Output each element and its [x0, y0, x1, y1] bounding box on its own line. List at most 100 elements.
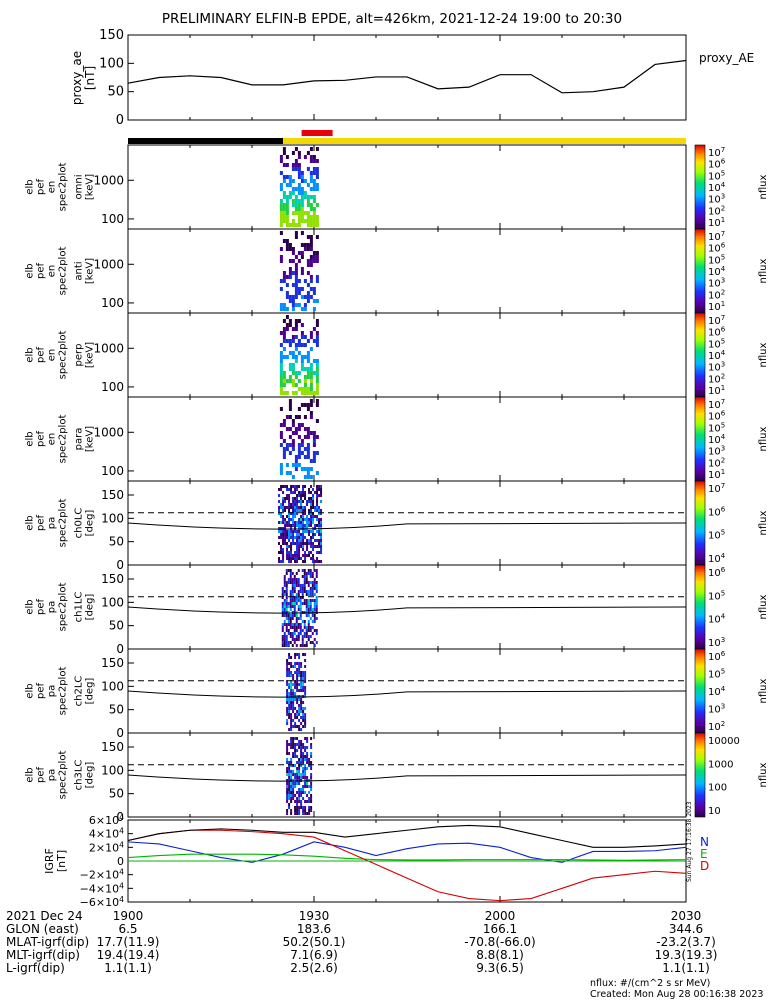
pa-cell [294, 497, 297, 500]
spec-cell [291, 447, 295, 451]
pa-cell [311, 626, 314, 629]
spec-y-tick-label: 1000 [93, 425, 124, 439]
pa-cell [298, 713, 301, 716]
pa-cell [298, 554, 301, 557]
spec-cell [282, 439, 286, 443]
pa-cell [282, 497, 285, 500]
spec-cell [288, 375, 292, 379]
pa-cell [304, 530, 307, 533]
pa-cell [283, 605, 286, 608]
spec-cell [309, 171, 313, 175]
pa-cell [298, 665, 301, 668]
pa-cell [293, 578, 296, 581]
spec-cell [288, 351, 292, 355]
spec-cell [306, 291, 310, 295]
pa-cell [290, 554, 293, 557]
pa-cell [292, 782, 295, 785]
spec-cell [315, 319, 319, 323]
ae-y-axis-label-line: [nT] [83, 66, 97, 90]
colorbar-tick-label: 101 [708, 384, 725, 397]
pa-cell [294, 794, 297, 797]
pa-cell [310, 752, 313, 755]
pa-cell [303, 623, 306, 626]
igrf-y-tick-label: −6×104 [80, 895, 124, 910]
spec-cell [291, 295, 295, 299]
colorbar-label: nflux [758, 762, 769, 787]
pa-cell [308, 809, 311, 812]
pa-cell [298, 719, 301, 722]
pa-cell [302, 530, 305, 533]
spec-cell [309, 207, 313, 211]
pa-cell [288, 704, 291, 707]
pa-cell [296, 782, 299, 785]
pa-cell [281, 593, 284, 596]
spec-cell [309, 363, 313, 367]
pa-cell [286, 530, 289, 533]
spec-cell [300, 175, 304, 179]
spec-cell [279, 259, 283, 263]
pa-cell [286, 662, 289, 665]
pa-cell [282, 485, 285, 488]
panel-y-axis-label-line: spec2plot [58, 667, 69, 716]
spec-cell [288, 471, 292, 475]
spec-cell [282, 175, 286, 179]
spec-cell [315, 251, 319, 255]
pa-cell [304, 674, 307, 677]
spec-cell [291, 443, 295, 447]
igrf-legend-N: N [700, 835, 709, 849]
spec-cell [291, 203, 295, 207]
pa-cell [316, 485, 319, 488]
pa-cell [304, 485, 307, 488]
pa-cell [281, 629, 284, 632]
pa-cell [318, 533, 321, 536]
pa-cell [288, 782, 291, 785]
pa-cell [306, 758, 309, 761]
pa-cell [310, 755, 313, 758]
pa-cell [307, 626, 310, 629]
spec-cell [294, 267, 298, 271]
pa-cell [286, 707, 289, 710]
pa-cell [306, 761, 309, 764]
pa-cell [310, 524, 313, 527]
spec-cell [279, 383, 283, 387]
pa-cell [304, 509, 307, 512]
pa-cell [310, 551, 313, 554]
pa-cell [307, 569, 310, 572]
pa-cell [288, 497, 291, 500]
pa-cell [296, 773, 299, 776]
spec-cell [294, 271, 298, 275]
pa-cell [284, 536, 287, 539]
pa-cell [304, 677, 307, 680]
orbit-row-value: -70.8(-66.0) [464, 935, 535, 949]
spec-cell [315, 379, 319, 383]
bar-segment-red [301, 130, 333, 136]
spec-cell [309, 195, 313, 199]
pa-cell [294, 806, 297, 809]
spec-cell [285, 283, 289, 287]
pa-cell [282, 527, 285, 530]
spec-cell [297, 455, 301, 459]
ae-y-tick-label: 50 [107, 85, 124, 100]
pa-cell [282, 548, 285, 551]
spec-cell [303, 211, 307, 215]
pa-cell [300, 764, 303, 767]
spec-cell [309, 415, 313, 419]
spec-cell [306, 247, 310, 251]
pa-cell [300, 806, 303, 809]
pa-cell [289, 617, 292, 620]
spec-cell [309, 411, 313, 415]
pa-cell [282, 554, 285, 557]
pa-cell [290, 530, 293, 533]
spec-cell [303, 195, 307, 199]
pa-cell [292, 683, 295, 686]
pa-cell [290, 557, 293, 560]
pa-cell [290, 740, 293, 743]
spec-cell [300, 203, 304, 207]
spec-cell [282, 355, 286, 359]
pa-cell [278, 488, 281, 491]
pa-cell [287, 623, 290, 626]
pa-cell [289, 641, 292, 644]
pa-cell [306, 500, 309, 503]
pa-cell [310, 539, 313, 542]
